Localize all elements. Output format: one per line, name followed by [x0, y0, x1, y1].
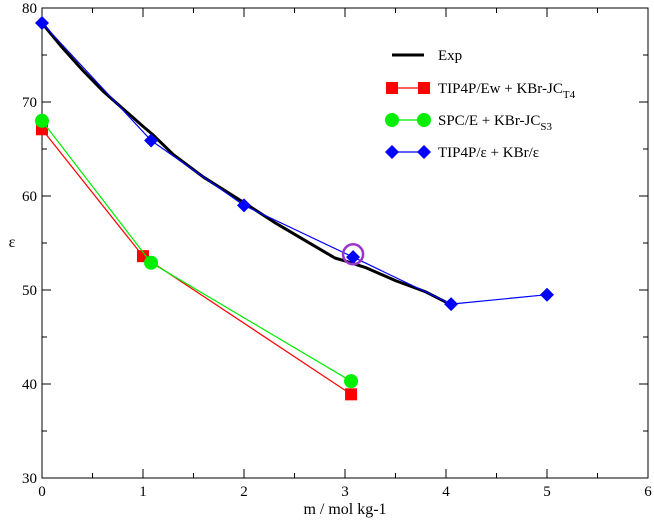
- series-layer: [35, 16, 554, 401]
- series-1: [36, 123, 358, 401]
- y-tick-label: 40: [22, 377, 37, 393]
- series-0: [40, 22, 447, 304]
- y-tick-label: 80: [22, 1, 37, 17]
- x-tick-label: 6: [644, 484, 652, 500]
- data-point: [35, 16, 49, 31]
- data-point: [540, 287, 554, 302]
- x-tick-label: 3: [341, 484, 349, 500]
- y-tick-label: 50: [22, 283, 37, 299]
- x-tick-label: 5: [543, 484, 551, 500]
- highlight-circle-marker: [341, 243, 365, 266]
- legend-marker-3: [417, 145, 431, 159]
- data-point: [346, 250, 361, 265]
- data-point: [35, 113, 49, 128]
- data-point: [144, 255, 159, 270]
- data-point: [444, 297, 459, 312]
- x-axis-title: m / mol kg-1: [303, 501, 386, 518]
- x-tick-label: 4: [442, 484, 450, 500]
- y-tick-label: 70: [22, 95, 37, 111]
- axis-ticks: 0 1 2 3 4 5 6 30 40 50 60 70 80: [22, 1, 652, 500]
- legend-marker-3: [385, 145, 399, 159]
- data-point: [345, 388, 358, 401]
- y-tick-label: 60: [22, 189, 37, 205]
- legend-label-0: Exp: [438, 48, 462, 64]
- legend-marker-1: [418, 82, 430, 94]
- data-point: [144, 133, 159, 148]
- legend-label-2: SPC/E + KBr-JCS3: [438, 113, 552, 133]
- x-tick-label: 1: [139, 484, 147, 500]
- series-2: [35, 113, 359, 389]
- legend-marker-2: [385, 113, 399, 127]
- data-point: [237, 198, 251, 213]
- series-line: [41, 128, 352, 395]
- legend-marker-2: [417, 113, 431, 127]
- data-point: [344, 374, 359, 389]
- series-3: [35, 16, 554, 312]
- legend-marker-1: [386, 82, 398, 94]
- x-tick-label: 2: [240, 484, 248, 500]
- series-line: [41, 120, 352, 382]
- y-tick-label: 30: [22, 471, 37, 487]
- y-axis-title: ε: [9, 234, 16, 251]
- annotation-layer: [341, 243, 365, 266]
- series-line: [40, 22, 447, 304]
- legend: Exp TIP4P/Ew + KBr-JCT4 SPC/E + KBr-JCS3 TI…: [385, 48, 576, 161]
- legend-label-3: TIP4P/ε + KBr/ε: [438, 145, 539, 161]
- x-tick-label: 0: [38, 484, 46, 500]
- legend-label-1: TIP4P/Ew + KBr-JCT4: [438, 81, 576, 101]
- series-line: [41, 22, 548, 305]
